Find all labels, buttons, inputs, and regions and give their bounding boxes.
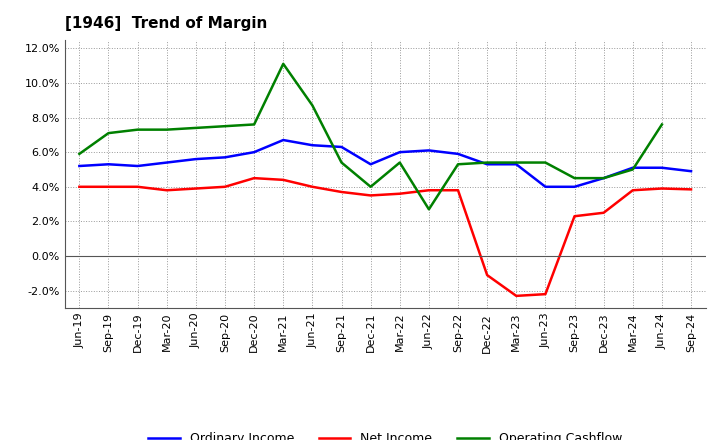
- Ordinary Income: [570, 184, 579, 190]
- Ordinary Income: [192, 157, 200, 162]
- Net Income: [629, 187, 637, 193]
- Net Income: [337, 189, 346, 194]
- Ordinary Income: [75, 163, 84, 169]
- Operating Cashflow: [308, 103, 317, 108]
- Ordinary Income: [337, 144, 346, 150]
- Legend: Ordinary Income, Net Income, Operating Cashflow: Ordinary Income, Net Income, Operating C…: [143, 427, 627, 440]
- Net Income: [599, 210, 608, 216]
- Ordinary Income: [629, 165, 637, 170]
- Operating Cashflow: [425, 207, 433, 212]
- Ordinary Income: [104, 161, 113, 167]
- Ordinary Income: [395, 150, 404, 155]
- Ordinary Income: [599, 176, 608, 181]
- Operating Cashflow: [454, 161, 462, 167]
- Operating Cashflow: [104, 131, 113, 136]
- Ordinary Income: [163, 160, 171, 165]
- Net Income: [687, 187, 696, 192]
- Operating Cashflow: [599, 176, 608, 181]
- Net Income: [133, 184, 142, 190]
- Line: Operating Cashflow: Operating Cashflow: [79, 64, 662, 209]
- Operating Cashflow: [250, 122, 258, 127]
- Ordinary Income: [366, 161, 375, 167]
- Ordinary Income: [687, 169, 696, 174]
- Net Income: [454, 187, 462, 193]
- Operating Cashflow: [512, 160, 521, 165]
- Operating Cashflow: [395, 160, 404, 165]
- Net Income: [75, 184, 84, 190]
- Operating Cashflow: [133, 127, 142, 132]
- Operating Cashflow: [483, 160, 492, 165]
- Operating Cashflow: [279, 61, 287, 66]
- Net Income: [308, 184, 317, 190]
- Operating Cashflow: [337, 160, 346, 165]
- Operating Cashflow: [541, 160, 550, 165]
- Net Income: [541, 292, 550, 297]
- Net Income: [512, 293, 521, 298]
- Operating Cashflow: [220, 124, 229, 129]
- Net Income: [104, 184, 113, 190]
- Ordinary Income: [657, 165, 666, 170]
- Net Income: [425, 187, 433, 193]
- Ordinary Income: [250, 150, 258, 155]
- Operating Cashflow: [192, 125, 200, 131]
- Operating Cashflow: [75, 151, 84, 157]
- Net Income: [483, 272, 492, 278]
- Operating Cashflow: [163, 127, 171, 132]
- Line: Ordinary Income: Ordinary Income: [79, 140, 691, 187]
- Ordinary Income: [512, 161, 521, 167]
- Net Income: [192, 186, 200, 191]
- Ordinary Income: [483, 161, 492, 167]
- Net Income: [395, 191, 404, 196]
- Operating Cashflow: [629, 167, 637, 172]
- Text: [1946]  Trend of Margin: [1946] Trend of Margin: [65, 16, 267, 32]
- Ordinary Income: [541, 184, 550, 190]
- Operating Cashflow: [570, 176, 579, 181]
- Net Income: [250, 176, 258, 181]
- Net Income: [220, 184, 229, 190]
- Net Income: [657, 186, 666, 191]
- Operating Cashflow: [366, 184, 375, 190]
- Ordinary Income: [454, 151, 462, 157]
- Net Income: [570, 213, 579, 219]
- Ordinary Income: [279, 137, 287, 143]
- Operating Cashflow: [657, 122, 666, 127]
- Ordinary Income: [133, 163, 142, 169]
- Net Income: [366, 193, 375, 198]
- Ordinary Income: [308, 143, 317, 148]
- Ordinary Income: [220, 155, 229, 160]
- Net Income: [163, 187, 171, 193]
- Line: Net Income: Net Income: [79, 178, 691, 296]
- Net Income: [279, 177, 287, 183]
- Ordinary Income: [425, 148, 433, 153]
